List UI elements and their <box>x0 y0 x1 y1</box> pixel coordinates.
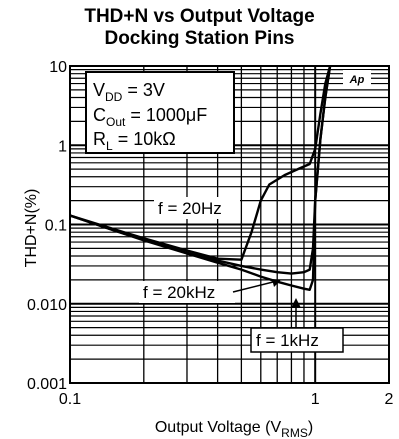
chart-title: THD+N vs Output Voltage <box>84 6 315 27</box>
plot-frame <box>69 65 390 384</box>
y-tick-label: 0.1 <box>45 218 67 235</box>
condition-rl: RL = 10kΩ <box>93 129 176 153</box>
x-tick-label: 2 <box>385 391 394 408</box>
x-axis-label: Output Voltage (VRMS) <box>155 419 313 439</box>
label-f20hz: f = 20Hz <box>154 197 240 219</box>
series-curves <box>69 65 332 291</box>
svg-text:Ap: Ap <box>349 74 365 86</box>
x-tick-label: 1 <box>311 391 320 408</box>
x-tick-label: 0.1 <box>59 391 81 408</box>
condition-cout: COut = 1000μF <box>93 105 207 129</box>
y-tick-label: 10 <box>49 59 67 76</box>
label-f1khz: f = 1kHz <box>250 298 344 353</box>
svg-text:f = 1kHz: f = 1kHz <box>256 331 319 350</box>
svg-text:f = 20kHz: f = 20kHz <box>143 283 215 302</box>
series-line-2 <box>69 65 332 291</box>
tick-labels: 0.1 1 2 0.001 0.010 0.1 1 10 <box>27 59 394 408</box>
label-f20khz: f = 20kHz <box>139 279 281 303</box>
y-tick-label: 1 <box>58 138 67 155</box>
ap-logo: Ap <box>343 70 371 86</box>
series-line-0 <box>69 65 332 261</box>
y-tick-label: 0.001 <box>27 376 67 393</box>
chart-subtitle: Docking Station Pins <box>104 28 295 49</box>
y-tick-label: 0.010 <box>27 297 67 314</box>
conditions-box: VDD = 3V COut = 1000μF RL = 10kΩ <box>85 71 235 154</box>
condition-vdd: VDD = 3V <box>93 80 165 104</box>
y-axis-label: THD+N(%) <box>23 189 40 268</box>
svg-text:f = 20Hz: f = 20Hz <box>158 199 222 218</box>
